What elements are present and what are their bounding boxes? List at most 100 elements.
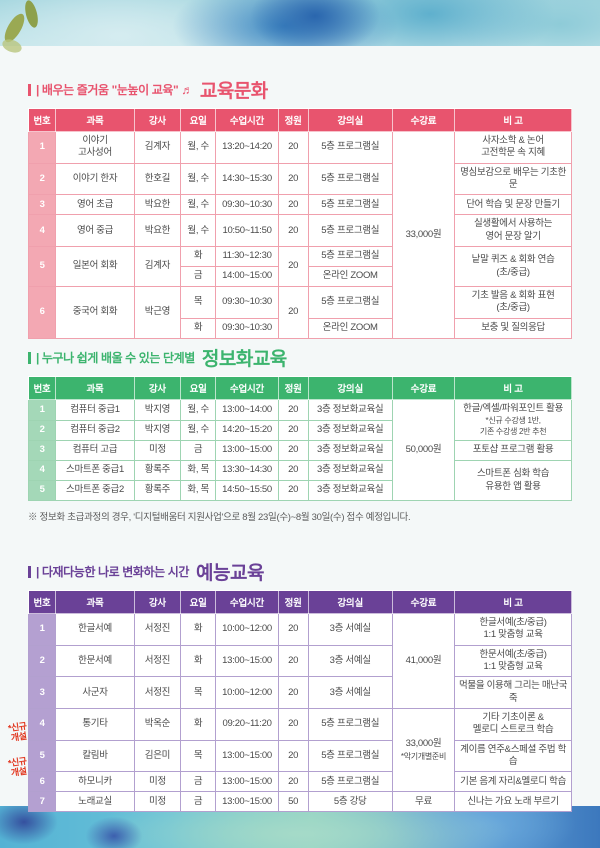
section-title: 예능교육 — [196, 563, 264, 584]
course-table-culture: 번호 과목 강사 요일 수업시간 정원 강의실 수강료 비 고 1 이야기 고사성어 김계자 월, 수… — [27, 108, 572, 339]
column-header: 수강료 — [391, 108, 456, 132]
course-cell: 황록주 — [133, 480, 182, 502]
column-header: 강사 — [133, 376, 182, 400]
course-cell: 월, 수 — [180, 162, 217, 196]
column-header: 수업시간 — [215, 590, 279, 614]
course-row: 5 일본어 회화 김계자 화 11:30~12:30 20 5층 프로그램실 낱말 퀴즈 & … — [27, 246, 572, 288]
course-cell: 박옥순 — [133, 708, 182, 741]
course-cell: 5층 프로그램실 — [307, 214, 393, 248]
course-cell: 20 — [277, 771, 309, 793]
row-number-cell: 2 — [27, 644, 57, 678]
course-cell: 13:00~15:00 — [215, 791, 279, 813]
course-cell: 14:50~15:50 — [215, 480, 279, 502]
course-cell: 월, 수 — [180, 131, 217, 164]
course-cell: 화, 목 — [180, 460, 217, 482]
course-cell: 5층 프로그램실 — [307, 131, 393, 164]
course-cell: 화 — [180, 708, 217, 741]
course-cell: 3층 서예실 — [307, 644, 393, 678]
column-header: 수업시간 — [215, 376, 279, 400]
course-cell: 3층 정보화교육실 — [307, 480, 393, 502]
course-cell: 3층 서예실 — [307, 676, 393, 710]
section-header: | 누구나 쉽게 배울 수 있는 단계별 정보화교육 — [28, 344, 572, 371]
course-row: 1 컴퓨터 중급1 박지영 월, 수 13:00~14:00 20 3층 정보화교육실 50,… — [27, 398, 572, 502]
row-number-cell: 1 — [27, 399, 57, 421]
course-cell: 스마트폰 심화 학습 유용한 앱 활용 — [454, 460, 572, 502]
course-row: 7 노래교실 미정 금 13:00~15:00 50 5층 강당 무료 신나는 가요 노래 부르… — [27, 791, 572, 813]
column-header: 번호 — [27, 590, 57, 614]
course-cell: 먹물을 이용해 그리는 매난국죽 — [454, 676, 572, 710]
course-cell: 기타 기초이론 & 멜로디 스트로크 학습 — [454, 708, 572, 741]
row-number-cell: 5 — [27, 739, 57, 773]
section-title: 교육문화 — [199, 81, 268, 102]
course-cell: 신나는 가요 노래 부르기 — [454, 791, 572, 813]
course-cell: 단어 학습 및 문장 만들기 — [454, 194, 572, 216]
column-header: 요일 — [180, 590, 217, 614]
course-table-arts: 번호 과목 강사 요일 수업시간 정원 강의실 수강료 비 고 1 한글서예 서정진 화 10:00~1… — [27, 590, 572, 813]
column-header: 강사 — [133, 108, 182, 132]
course-cell: 한글서예 — [55, 613, 135, 646]
course-cell: 칼림바 — [55, 739, 135, 773]
course-cell: 금 — [180, 440, 217, 462]
course-cell: 13:00~15:00 — [215, 739, 279, 773]
course-cell: 김계자 — [133, 246, 182, 288]
course-cell: 13:00~15:00 — [215, 644, 279, 678]
course-cell: 이야기 한자 — [55, 162, 135, 196]
row-number-cell: 6 — [27, 286, 57, 339]
tagline-bar — [28, 351, 31, 364]
course-cell: 온라인 ZOOM — [307, 317, 393, 339]
section-it-education: | 누구나 쉽게 배울 수 있는 단계별 정보화교육 번호 과목 강사 요일 수업시간 정… — [27, 344, 572, 524]
course-row: 1 한글서예 서정진 화 10:00~12:00 20 3층 서예실 41,000원 한글서예(… — [27, 612, 572, 710]
course-cell: 20 — [277, 644, 309, 678]
course-cell: 사군자 — [55, 676, 135, 710]
course-cell: 20 — [277, 480, 309, 502]
section-header: | 배우는 즐거움 "눈높이 교육" ♬ 교육문화 — [28, 76, 572, 103]
column-header: 비 고 — [454, 590, 572, 614]
course-cell: 14:20~15:20 — [215, 419, 279, 442]
course-cell: 김계자 — [133, 131, 182, 164]
course-row: 4 통기타 박옥순 화 09:20~11:20 20 5층 프로그램실 33,000원 *악기개… — [27, 708, 572, 793]
course-cell: 명심보감으로 배우는 기초한문 — [454, 162, 572, 196]
course-cell: 5층 프로그램실 — [307, 194, 393, 216]
course-cell: 20 — [277, 131, 309, 164]
course-cell: 20 — [277, 676, 309, 710]
course-cell: 20 — [277, 399, 309, 421]
course-cell: 컴퓨터 고급 — [55, 440, 135, 462]
course-cell: 이야기 고사성어 — [55, 131, 135, 164]
course-cell: 컴퓨터 중급2 — [55, 419, 135, 442]
course-cell: 무료 — [391, 791, 456, 813]
column-header: 요일 — [180, 376, 217, 400]
course-cell: 영어 중급 — [55, 214, 135, 248]
course-cell: 20 — [277, 739, 309, 773]
course-cell: 금 — [180, 791, 217, 813]
course-cell: 화 — [180, 246, 217, 268]
course-row: 금 14:00~15:00 온라인 ZOOM — [29, 266, 572, 288]
column-header: 수강료 — [391, 590, 456, 614]
column-header: 강의실 — [307, 376, 393, 400]
row-number-cell: 2 — [27, 419, 57, 442]
row-number-cell: 3 — [27, 676, 57, 710]
course-row: 2 한문서예 서정진 화 13:00~15:00 20 3층 서예실 한문서예(초/중급) 1… — [27, 644, 572, 678]
course-cell: 50 — [277, 791, 309, 813]
course-cell: 미정 — [133, 440, 182, 462]
course-cell: 09:30~10:30 — [215, 317, 279, 339]
column-header: 과목 — [55, 590, 135, 614]
course-cell: 일본어 회화 — [55, 246, 135, 288]
course-cell: 월, 수 — [180, 399, 217, 421]
new-course-badge: *신규 개설 — [7, 755, 28, 779]
course-cell: 5층 프로그램실 — [307, 162, 393, 196]
row-number-cell: 4 — [27, 214, 57, 248]
course-cell: 금 — [180, 771, 217, 793]
course-cell: 한호길 — [133, 162, 182, 196]
course-cell: 김은미 — [133, 739, 182, 773]
course-cell: 41,000원 — [391, 612, 456, 710]
row-number-cell: 3 — [27, 194, 57, 216]
course-cell: 20 — [277, 162, 309, 196]
course-cell: 컴퓨터 중급1 — [55, 399, 135, 421]
course-cell: 서정진 — [133, 676, 182, 710]
footnote: ※ 정보화 초급과정의 경우, '디지털배움터 지원사업'으로 8월 23일(수… — [28, 512, 411, 524]
column-header: 강의실 — [307, 590, 393, 614]
new-course-badge: *신규 개설 — [7, 720, 28, 744]
course-cell: 한문서예(초/중급) 1:1 맞춤형 교육 — [454, 644, 572, 678]
